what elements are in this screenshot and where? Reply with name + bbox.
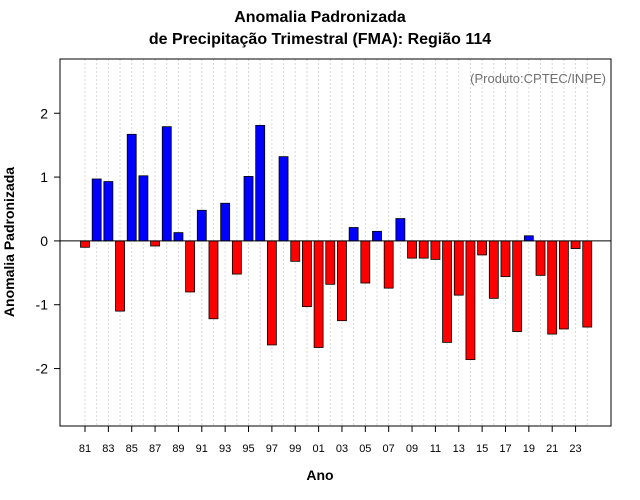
bar-2010 [418, 240, 429, 259]
bar-1999 [290, 240, 301, 262]
bar-1992 [208, 240, 219, 320]
bar-1997 [266, 240, 277, 346]
x-tick-label: 81 [79, 443, 91, 455]
source-credit: (Produto:CPTEC/INPE) [470, 71, 606, 86]
bar-2023 [570, 240, 581, 249]
bar-1989 [173, 232, 184, 242]
x-tick-label: 83 [102, 443, 114, 455]
bar-2001 [313, 240, 324, 348]
bar-2017 [500, 240, 511, 278]
bar-2011 [430, 240, 441, 260]
bar-2007 [383, 240, 394, 289]
x-tick-label: 85 [126, 443, 138, 455]
bar-2020 [535, 240, 546, 276]
bar-1987 [150, 240, 160, 247]
y-tick-label: 1 [40, 169, 48, 185]
x-tick-label: 15 [476, 443, 488, 455]
chart-title: Anomalia Padronizada [234, 9, 406, 26]
bar-2021 [547, 240, 558, 335]
bar-2014 [465, 240, 476, 361]
bar-2013 [453, 240, 464, 296]
y-tick-label: 2 [40, 105, 48, 121]
bar-1996 [255, 124, 266, 242]
x-tick-label: 19 [523, 443, 535, 455]
x-tick-label: 03 [336, 443, 348, 455]
bar-1982 [91, 178, 102, 242]
x-tick-label: 11 [430, 443, 441, 455]
x-tick-label: 99 [289, 443, 301, 455]
bar-1990 [185, 240, 196, 293]
x-tick-label: 91 [196, 443, 208, 455]
chart-subtitle: de Precipitação Trimestral (FMA): Região… [148, 31, 492, 48]
x-tick-label: 13 [453, 443, 465, 455]
bar-1998 [278, 156, 289, 242]
y-tick-label: 0 [40, 233, 48, 249]
bar-2008 [395, 218, 406, 242]
bar-1994 [231, 240, 242, 275]
y-axis-label: Anomalia Padronizada [1, 166, 17, 318]
bar-1983 [103, 181, 114, 242]
x-tick-label: 89 [172, 443, 184, 455]
bar-1986 [138, 175, 149, 242]
plot-border [59, 58, 612, 427]
bar-1995 [243, 176, 254, 242]
bar-1991 [196, 209, 207, 242]
x-axis-label: Ano [306, 467, 334, 483]
bar-2018 [512, 240, 523, 332]
y-tick-label: -2 [36, 361, 49, 377]
bar-2003 [337, 240, 347, 322]
y-tick-label: -1 [36, 297, 49, 313]
x-tick-label: 17 [499, 443, 511, 455]
bar-2002 [325, 240, 336, 285]
bar-2015 [477, 240, 488, 256]
bar-1981 [80, 240, 90, 248]
bar-2000 [302, 240, 312, 308]
bar-1993 [220, 202, 231, 242]
bar-2012 [442, 240, 452, 343]
x-tick-label: 95 [242, 443, 254, 455]
x-tick-label: 09 [406, 443, 418, 455]
x-tick-label: 01 [312, 443, 324, 455]
bar-2006 [372, 230, 382, 242]
x-tick-label: 23 [569, 443, 581, 455]
bar-2016 [488, 240, 499, 299]
bar-2022 [558, 240, 569, 330]
x-tick-label: 05 [359, 443, 371, 455]
x-tick-label: 87 [149, 443, 161, 455]
bar-2019 [523, 235, 534, 242]
bar-1985 [126, 133, 137, 242]
bar-1988 [161, 126, 172, 242]
bar-2004 [348, 227, 359, 242]
x-tick-label: 93 [219, 443, 231, 455]
bar-2005 [360, 240, 371, 284]
x-tick-label: 21 [546, 443, 558, 455]
bar-1984 [115, 240, 125, 312]
bar-2009 [407, 240, 417, 259]
x-tick-label: 97 [266, 443, 278, 455]
bar-2024 [582, 240, 593, 328]
x-tick-label: 07 [383, 443, 395, 455]
